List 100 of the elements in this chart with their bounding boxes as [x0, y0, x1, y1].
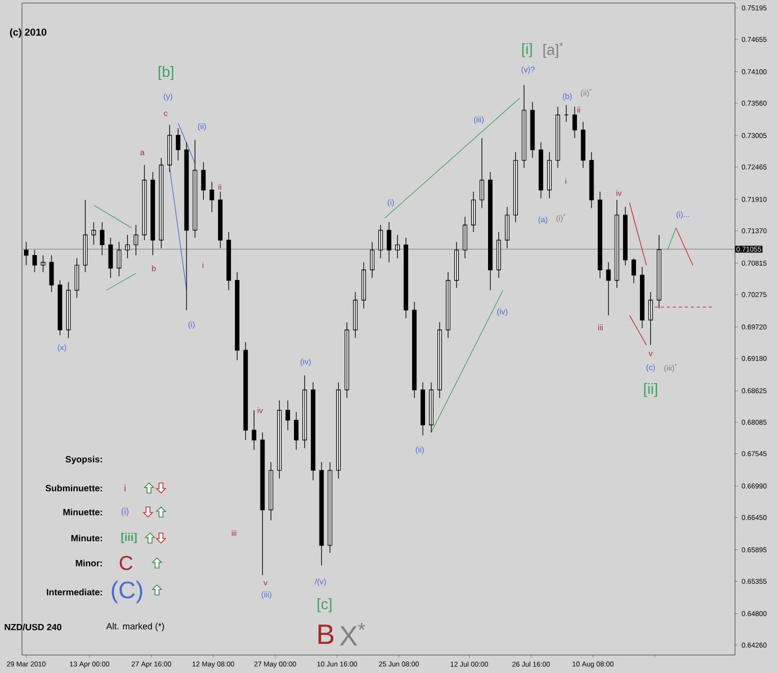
- annotation: i: [202, 262, 204, 268]
- annotation: v: [648, 352, 653, 356]
- candlestick: [378, 224, 383, 259]
- candlestick: [648, 292, 653, 346]
- candlestick: [83, 200, 88, 273]
- annotation: (c): [646, 364, 655, 372]
- annotation: i: [565, 178, 566, 184]
- candlestick: [142, 164, 147, 240]
- candlestick: [589, 152, 594, 208]
- candlestick: [201, 162, 206, 200]
- annotation: (b): [562, 93, 572, 101]
- annotation: [a]$^{*}$: [543, 42, 564, 58]
- candlestick: [210, 182, 214, 213]
- candlestick: [370, 242, 374, 278]
- annotation: (ii)$^{*}$: [580, 88, 592, 98]
- candlestick: [361, 262, 366, 309]
- annotation: iv: [616, 190, 622, 196]
- annotation: X$^{*}$: [340, 623, 366, 646]
- candlestick: [226, 232, 231, 291]
- annotation: (y): [164, 93, 172, 101]
- annotation: (v)?: [522, 66, 535, 74]
- candlestick: [538, 142, 544, 199]
- annotation: (iv): [300, 358, 311, 366]
- candlestick: [234, 272, 240, 361]
- annotation: ii: [218, 184, 222, 190]
- annotation: Subminuette:: [46, 484, 102, 492]
- candlestick: [386, 222, 392, 263]
- candlestick: [462, 216, 468, 259]
- candlestick: [116, 242, 122, 277]
- annotation: B: [318, 624, 334, 644]
- candlestick: [184, 142, 189, 310]
- candlestick: [310, 382, 316, 481]
- candlestick: [176, 128, 180, 161]
- candlestick: [167, 124, 172, 172]
- candlestick: [530, 102, 535, 158]
- annotation: (ii): [416, 446, 424, 454]
- candlestick: [91, 222, 96, 246]
- annotation: (i): [188, 321, 195, 329]
- candlestick: [294, 412, 298, 450]
- annotation: /(v): [314, 578, 326, 586]
- annotation: Intermediate:: [46, 588, 102, 596]
- candlestick: [446, 272, 450, 338]
- candlestick: [150, 172, 156, 256]
- candlestick: [108, 237, 113, 278]
- candlestick: [412, 302, 417, 398]
- candlestick: [268, 462, 274, 521]
- annotation: (iii): [262, 591, 272, 599]
- candlestick: [49, 254, 54, 292]
- text: (c) 2010: [10, 28, 46, 38]
- candlestick: [606, 262, 611, 316]
- annotation: c: [164, 112, 168, 116]
- annotation: (iii)$^{*}$: [664, 364, 677, 372]
- annotation: C: [120, 556, 132, 570]
- annotation: (i): [388, 199, 394, 207]
- candlestick: [580, 122, 586, 168]
- annotation: (C): [112, 580, 142, 604]
- candlestick: [58, 280, 62, 336]
- candlestick: [496, 232, 501, 278]
- candlestick: [513, 152, 518, 222]
- candlestick: [192, 140, 198, 238]
- candlestick: [640, 266, 644, 328]
- annotation: (iii): [474, 116, 484, 124]
- candlestick: [471, 191, 476, 232]
- candlestick: [277, 400, 282, 479]
- candlestick: [218, 191, 223, 249]
- candlestick: [302, 374, 307, 448]
- candlestick: [319, 462, 324, 566]
- annotation: [iii]: [121, 532, 137, 544]
- candlestick: [488, 172, 493, 291]
- candlestick: [504, 206, 510, 249]
- candlestick: [328, 462, 332, 554]
- candlestick: [564, 104, 568, 122]
- annotation: (ii): [198, 123, 206, 131]
- candlestick: [623, 206, 628, 266]
- candlestick: [454, 242, 459, 288]
- annotation: Syopsis:: [66, 456, 102, 464]
- candlestick: [437, 322, 442, 398]
- candlestick: [632, 258, 636, 284]
- annotation: v: [264, 581, 268, 586]
- candlestick: [158, 158, 164, 249]
- annotation: Minute:: [71, 534, 102, 542]
- annotation: (x): [58, 344, 66, 352]
- annotation: Alt. marked (*): [106, 622, 164, 632]
- annotation: (a): [538, 216, 548, 224]
- candlestick: [598, 191, 602, 278]
- candlestick: [395, 234, 400, 259]
- candlestick: [522, 84, 526, 168]
- candlestick: [556, 106, 560, 168]
- annotation: (i): [122, 508, 128, 516]
- annotation: Minor:: [76, 560, 102, 566]
- annotation: (iv): [497, 308, 508, 316]
- candlestick: [134, 224, 138, 256]
- candlestick: [100, 222, 104, 256]
- candlestick: [66, 282, 71, 338]
- candlestick: [125, 234, 130, 259]
- annotation: [ii]: [644, 383, 658, 398]
- annotation: (i)...: [676, 211, 690, 219]
- annotation: (i)$^{*}$: [556, 214, 566, 222]
- candlestick: [480, 138, 484, 208]
- candlestick: [260, 432, 265, 576]
